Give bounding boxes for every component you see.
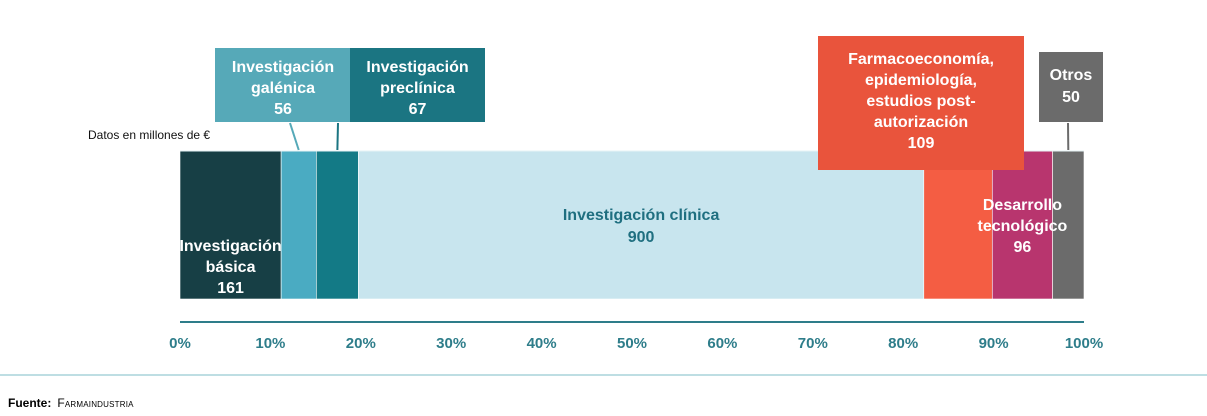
x-tick-label: 50% (617, 335, 647, 352)
x-tick-label: 100% (1065, 335, 1103, 352)
x-tick-label: 90% (979, 335, 1009, 352)
x-tick-label: 80% (888, 335, 918, 352)
callout-label-investigacion-preclinica: Investigación preclínica 67 (366, 59, 468, 118)
x-tick-label: 10% (255, 335, 285, 352)
source-label: Fuente: (8, 396, 52, 410)
x-tick-label: 60% (707, 335, 737, 352)
x-tick-label: 30% (436, 335, 466, 352)
callout-label-investigacion-galenica: Investigación galénica 56 (232, 59, 334, 118)
callout-label-farmacoeconomia-epidemiologia-estudios-post-autorizacion: Farmacoeconomía, epidemiología, estudios p… (848, 51, 994, 152)
callout-leader-investigacion-galenica (289, 122, 300, 151)
x-tick-label: 70% (798, 335, 828, 352)
x-tick-label: 40% (527, 335, 557, 352)
segment-label-desarrollo-tecnologico: Desarrollo tecnológico 96 (978, 197, 1068, 256)
x-tick-label: 0% (169, 335, 191, 352)
source-note: Fuente: Farmaindustria (8, 396, 134, 410)
bar-segment-investigacion-galenica (280, 150, 317, 300)
callout-box-investigacion-preclinica (350, 48, 485, 122)
bar-segment-desarrollo-tecnologico (991, 150, 1053, 300)
x-tick-label: 20% (346, 335, 376, 352)
bar-segment-investigacion-preclinica (316, 150, 359, 300)
unit-note: Datos en millones de € (88, 128, 211, 142)
bar-segment-investigacion-basica (179, 150, 282, 300)
callout-box-investigacion-galenica (215, 48, 351, 122)
segment-label-investigacion-clinica: Investigación clínica 900 (563, 207, 720, 246)
callout-box-farmacoeconomia-epidemiologia-estudios-post-autorizacion (818, 36, 1024, 170)
segment-label-investigacion-basica: Investigación básica 161 (179, 238, 281, 297)
callout-box-otros (1039, 52, 1103, 122)
source-value: Farmaindustria (57, 396, 134, 410)
bar-segment-farmacoeconomia-epidemiologia-estudios-post-autorizacion (923, 150, 993, 300)
callout-leader-investigacion-preclinica (336, 122, 339, 151)
bar-segment-investigacion-clinica (358, 150, 925, 300)
callout-label-otros: Otros 50 (1050, 67, 1093, 106)
